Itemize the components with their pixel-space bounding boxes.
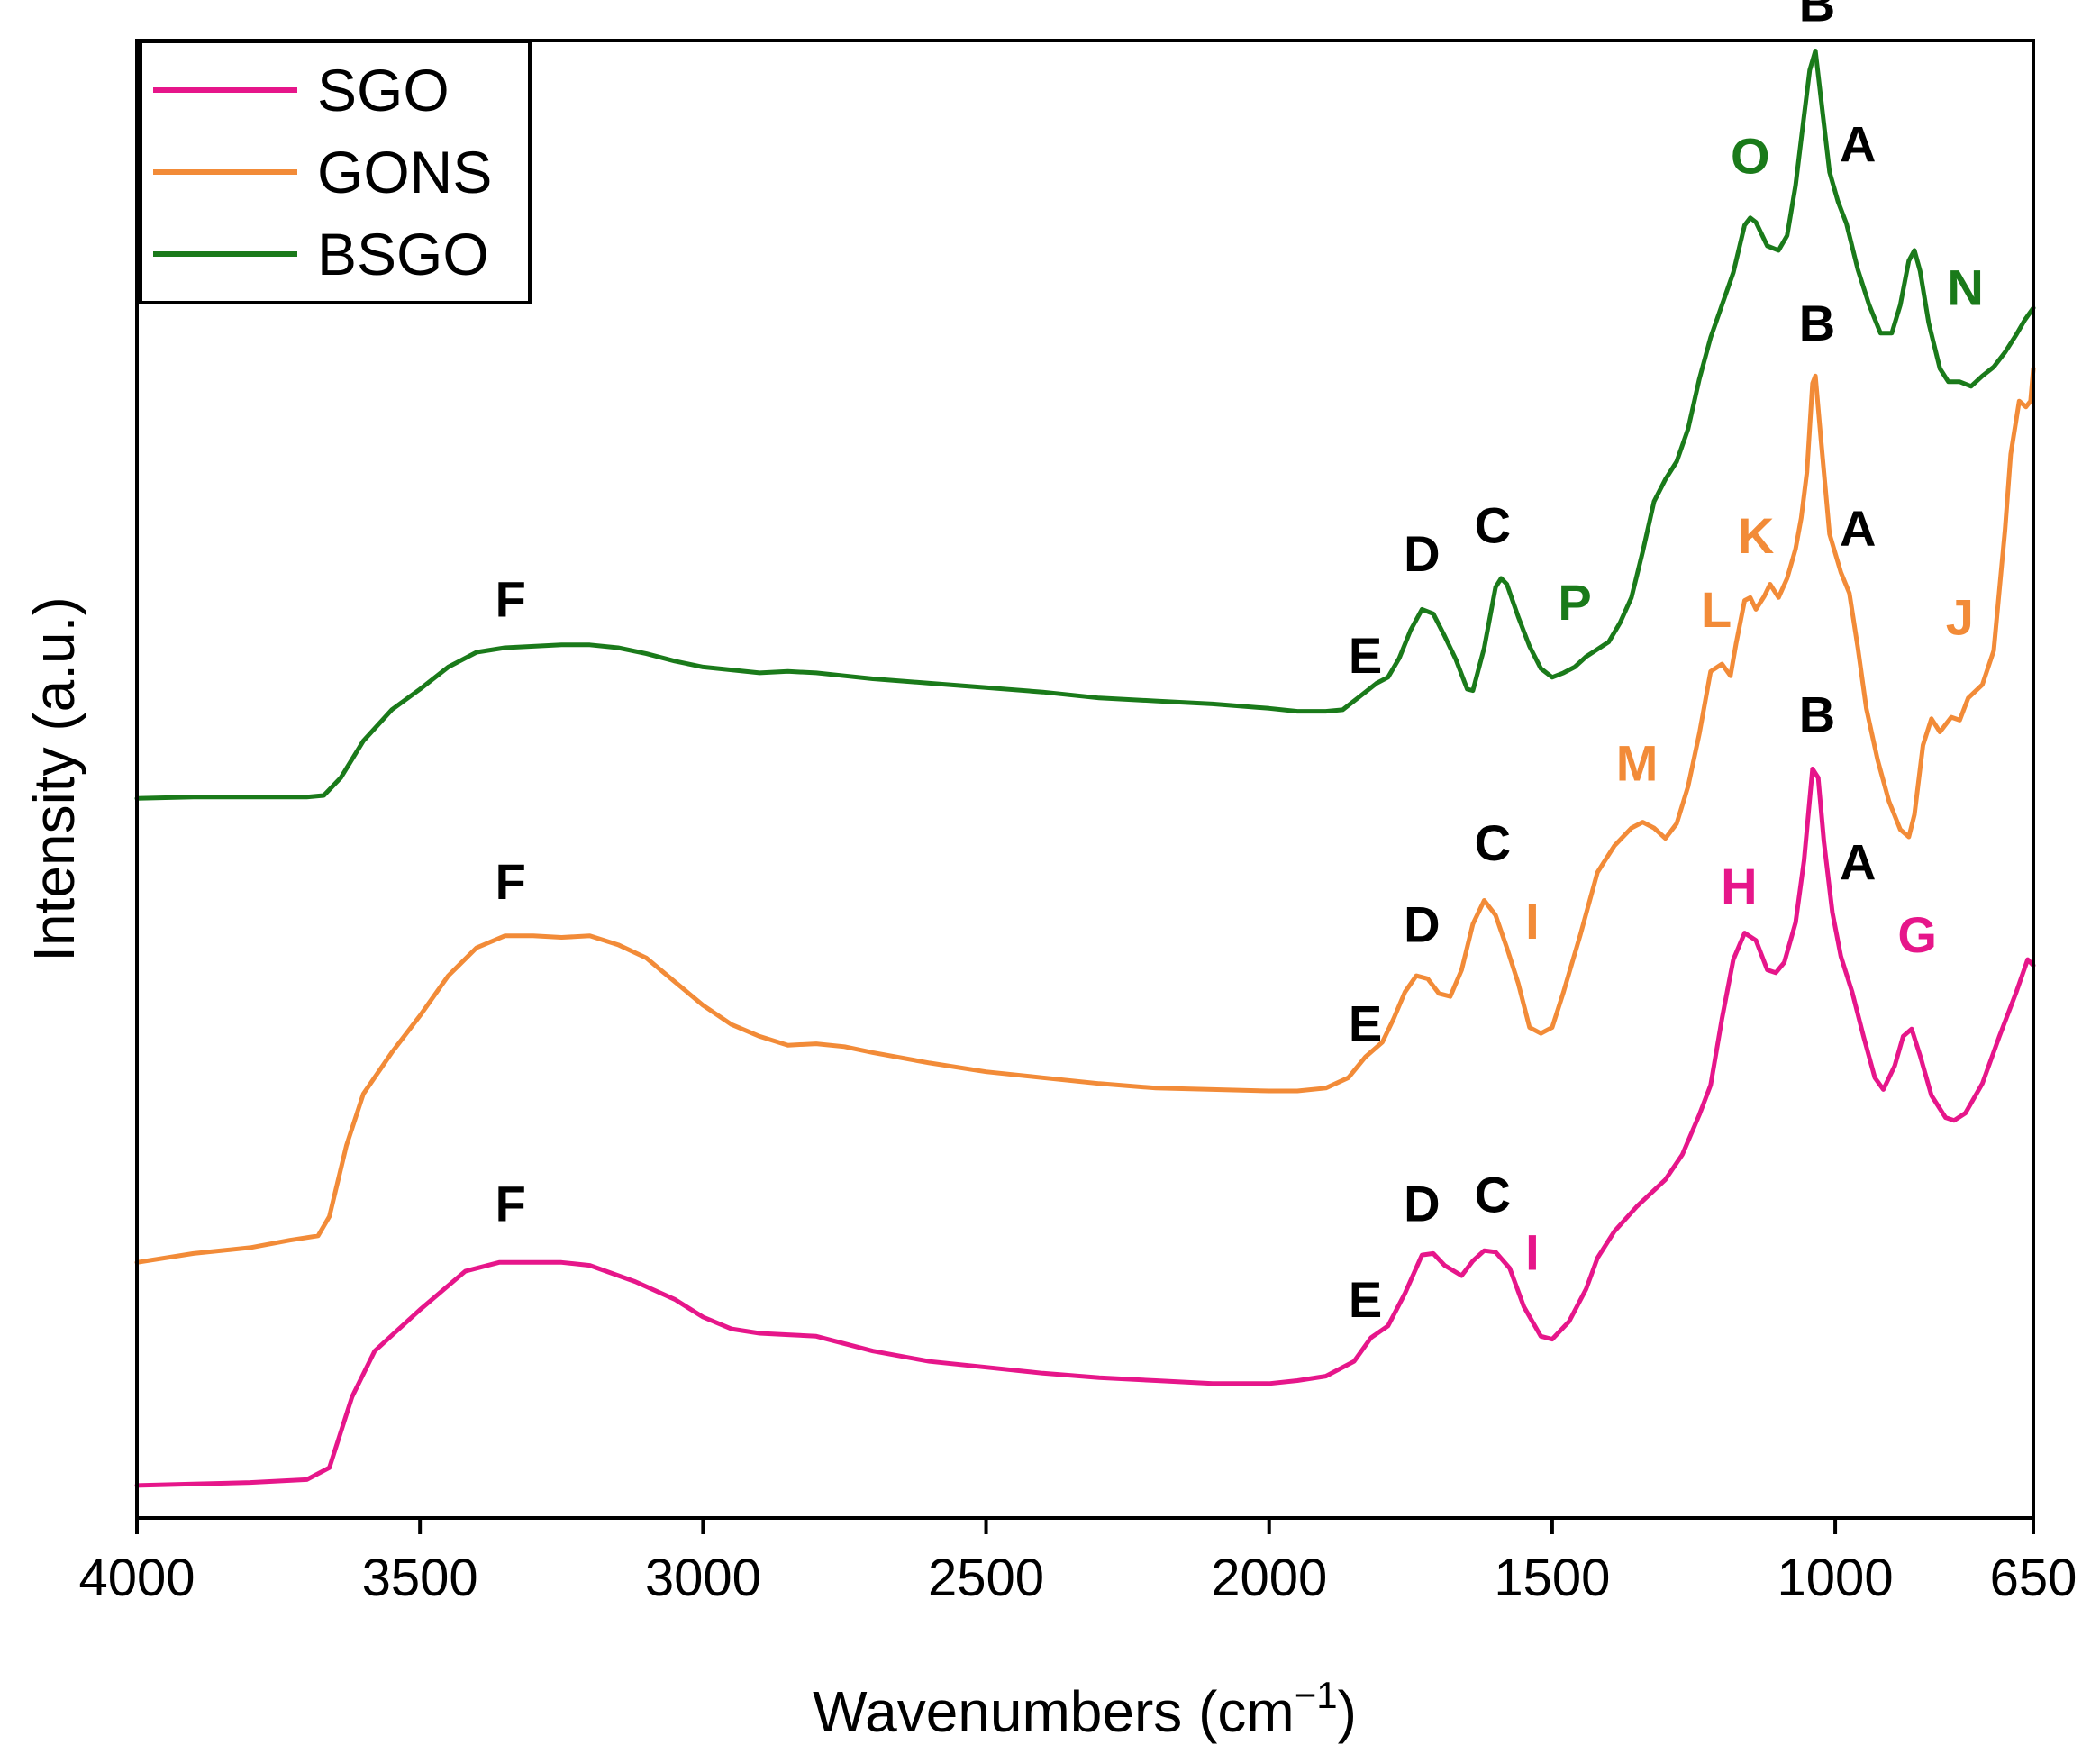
peak-label-c: C xyxy=(1475,814,1511,871)
peak-label-e: E xyxy=(1349,1271,1382,1328)
x-tick-label: 2500 xyxy=(928,1549,1044,1607)
x-axis-ticks: 4000 3500 3000 2500 2000 1500 1000 650 xyxy=(78,1518,2077,1607)
peak-label-j: J xyxy=(1946,588,1974,645)
peak-label-a: A xyxy=(1840,500,1876,557)
plot-frame xyxy=(135,39,2035,1520)
x-tick-label: 3000 xyxy=(645,1549,761,1607)
series-layer xyxy=(134,49,2036,1488)
peak-label-e: E xyxy=(1349,995,1382,1051)
legend: SGO GONS BSGO xyxy=(139,40,532,304)
x-tick-label: 1500 xyxy=(1494,1549,1610,1607)
peak-label-n: N xyxy=(1947,259,1983,316)
legend-label-bsgo: BSGO xyxy=(317,221,489,287)
peak-label-d: D xyxy=(1404,895,1440,952)
peak-label-d: D xyxy=(1404,525,1440,582)
peak-label-f: F xyxy=(495,1175,526,1231)
peak-label-a: A xyxy=(1840,834,1876,891)
peak-label-f: F xyxy=(495,571,526,628)
peak-label-d: D xyxy=(1404,1175,1440,1231)
series-line-bsgo xyxy=(134,49,2036,801)
x-tick-label: 4000 xyxy=(78,1549,195,1607)
legend-label-sgo: SGO xyxy=(317,57,450,123)
peak-label-h: H xyxy=(1721,858,1757,914)
series-line-gons xyxy=(134,366,2036,1265)
peak-label-m: M xyxy=(1616,735,1659,792)
peak-label-b: B xyxy=(1799,0,1835,32)
peak-label-c: C xyxy=(1475,497,1511,554)
x-tick-label: 1000 xyxy=(1777,1549,1894,1607)
peak-label-l: L xyxy=(1701,581,1732,638)
x-tick-label: 2000 xyxy=(1211,1549,1327,1607)
peak-label-a: A xyxy=(1840,116,1876,173)
peak-label-b: B xyxy=(1799,295,1835,351)
y-axis-title: Intensity (a.u.) xyxy=(22,596,86,962)
peak-label-f: F xyxy=(495,853,526,910)
peak-label-p: P xyxy=(1558,574,1591,631)
legend-label-gons: GONS xyxy=(317,139,492,205)
peak-label-o: O xyxy=(1731,128,1770,185)
peak-label-e: E xyxy=(1349,627,1382,684)
peak-label-c: C xyxy=(1475,1167,1511,1223)
peak-label-k: K xyxy=(1738,507,1774,564)
series-line-sgo xyxy=(134,767,2036,1488)
x-axis-title: Wavenumbers (cm−1) xyxy=(813,1674,1357,1744)
x-tick-label: 3500 xyxy=(362,1549,478,1607)
x-tick-label: 650 xyxy=(1990,1549,2077,1607)
peak-label-i: I xyxy=(1525,1224,1540,1281)
peak-label-b: B xyxy=(1799,686,1835,743)
peak-label-g: G xyxy=(1897,906,1937,963)
peak-label-i: I xyxy=(1525,893,1540,950)
